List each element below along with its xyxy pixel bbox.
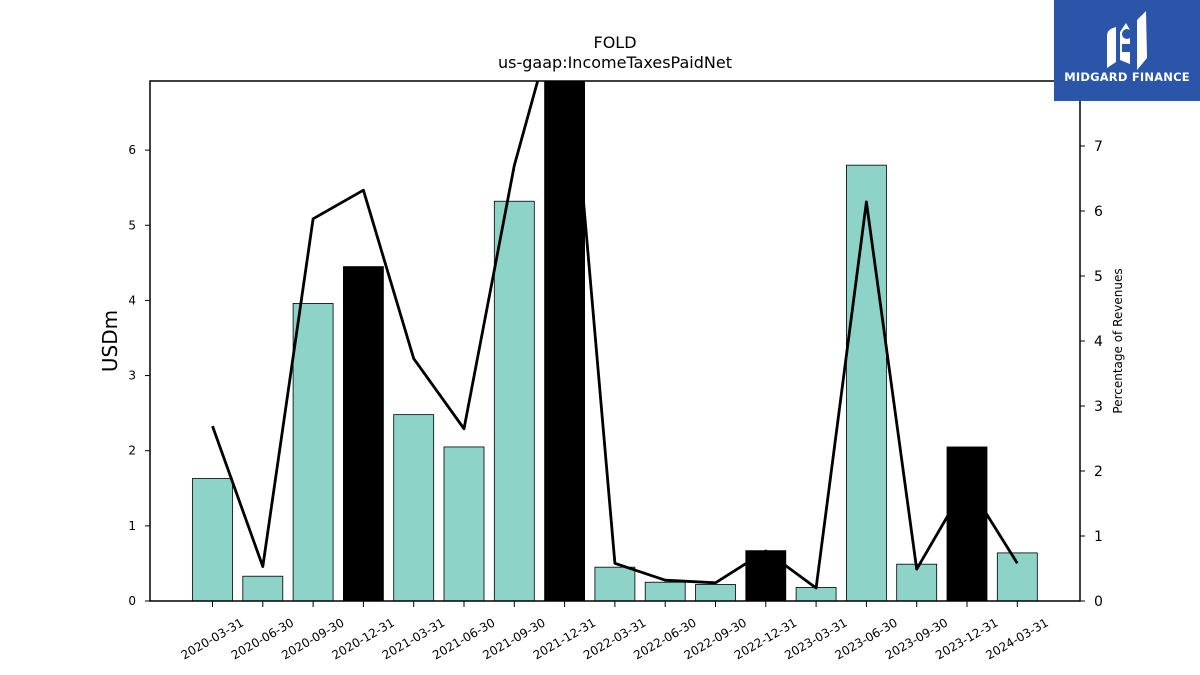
bar-2020-06-30 xyxy=(242,575,284,601)
bar-2022-06-30 xyxy=(644,581,686,601)
bar-2023-12-31 xyxy=(946,446,988,601)
y-tick-label: 5 xyxy=(128,218,136,232)
y2-tick-label: 6 xyxy=(1094,204,1103,220)
bar-2021-12-31 xyxy=(544,81,585,601)
y-axis-label: USDm xyxy=(98,310,122,372)
y-tick-label: 4 xyxy=(128,293,136,307)
y-tick-label: 1 xyxy=(128,519,136,533)
bar-2022-09-30 xyxy=(695,584,736,601)
plot-frame xyxy=(149,80,1081,602)
bar-2022-03-31 xyxy=(594,566,636,601)
bar-2020-09-30 xyxy=(292,303,334,601)
y2-tick-label: 7 xyxy=(1094,139,1103,155)
line-series xyxy=(211,81,1019,590)
bar-2021-09-30 xyxy=(493,200,535,601)
percentage-line xyxy=(211,81,1019,590)
y2-tick-label: 5 xyxy=(1094,269,1103,285)
logo-mark-icon xyxy=(1107,11,1147,70)
y2-tick-label: 2 xyxy=(1094,464,1103,480)
y2-axis-label: Percentage of Revenues xyxy=(1111,268,1125,413)
y2-tick-label: 4 xyxy=(1094,334,1103,350)
brand-logo: MIDGARD FINANCE xyxy=(1054,0,1200,101)
y-tick-label: 2 xyxy=(128,444,136,458)
bar-2020-12-31 xyxy=(342,266,384,601)
chart-title: FOLD xyxy=(593,33,636,52)
y-tick-label: 0 xyxy=(128,594,136,608)
bar-2020-03-31 xyxy=(192,478,233,601)
bar-2023-06-30 xyxy=(846,164,887,601)
y2-tick-label: 0 xyxy=(1094,594,1103,610)
y2-tick-label: 1 xyxy=(1094,529,1103,545)
y-tick-label: 6 xyxy=(128,143,136,157)
logo-text: MIDGARD FINANCE xyxy=(1064,70,1190,84)
bar-series xyxy=(192,81,1038,601)
bar-2021-06-30 xyxy=(443,446,485,601)
bar-2024-03-31 xyxy=(996,552,1038,601)
bar-2023-03-31 xyxy=(795,587,837,601)
bar-2021-03-31 xyxy=(393,414,435,601)
y2-tick-label: 3 xyxy=(1094,399,1103,415)
y-tick-label: 3 xyxy=(128,369,136,383)
chart-subtitle: us-gaap:IncomeTaxesPaidNet xyxy=(498,53,732,72)
